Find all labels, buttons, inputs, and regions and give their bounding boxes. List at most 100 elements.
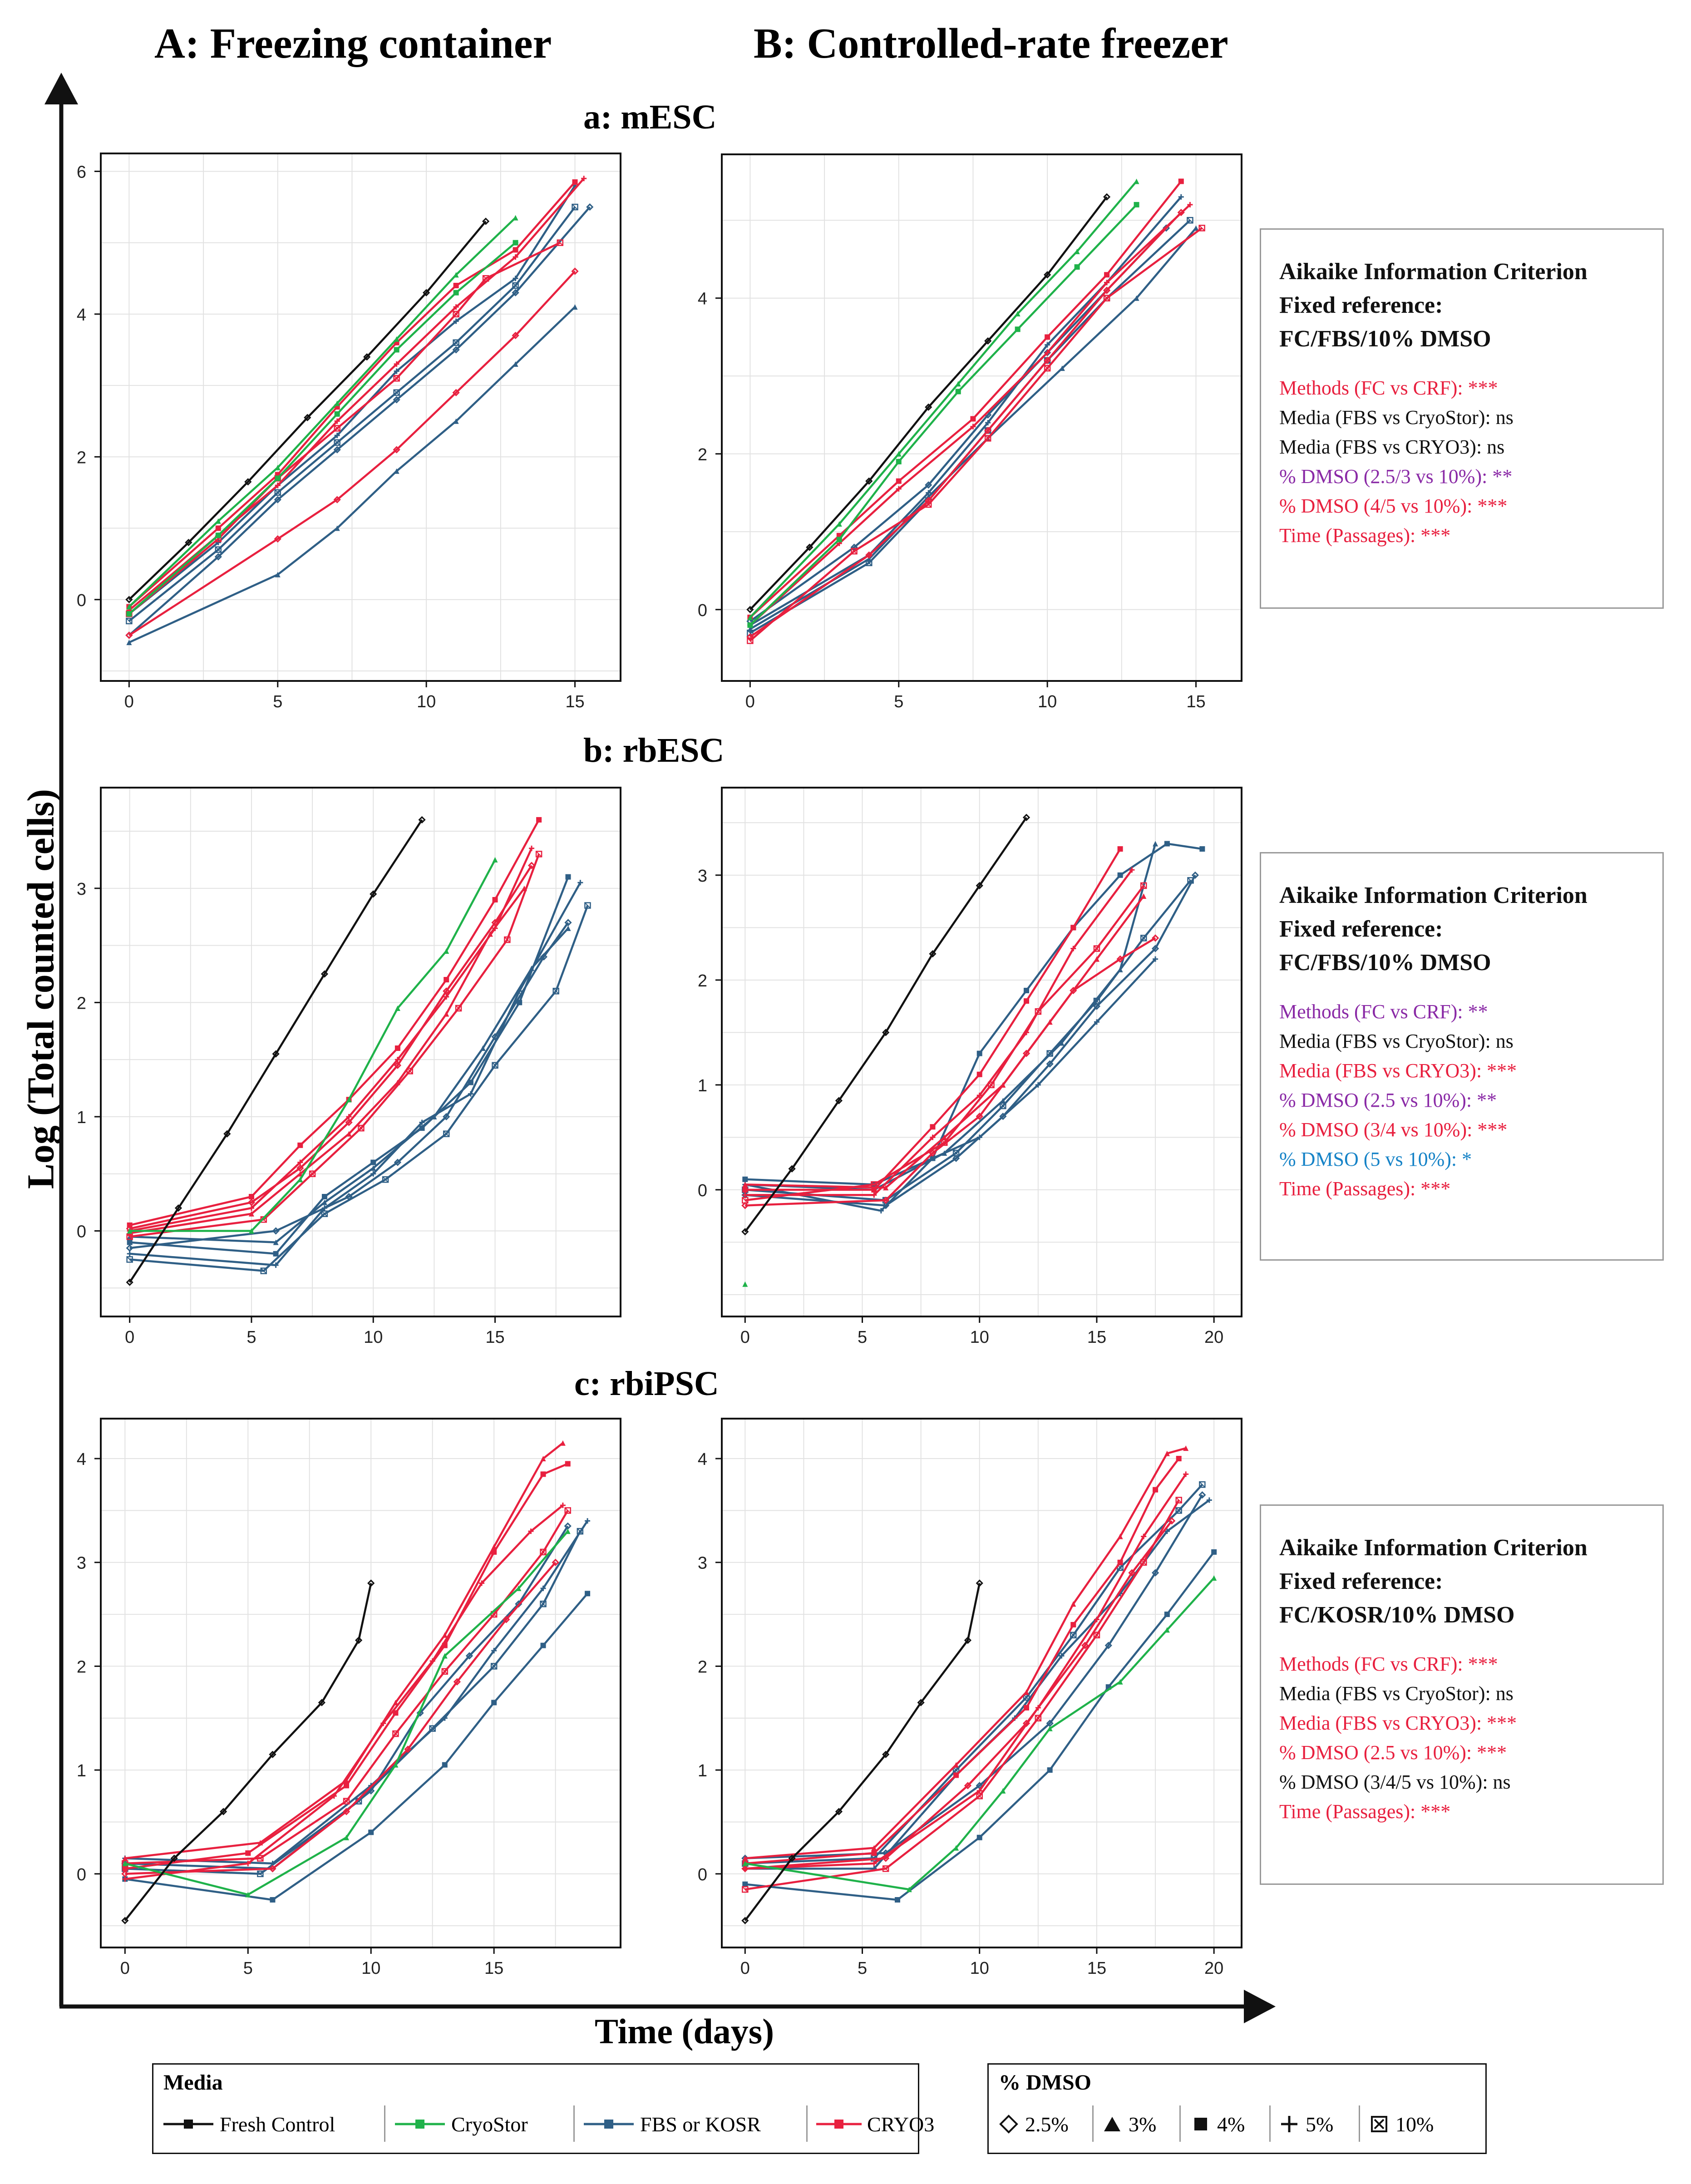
data-point [788, 1854, 796, 1862]
data-point [297, 1171, 303, 1177]
data-point-stroke [1094, 998, 1100, 1004]
legend-line-fresh-icon [163, 2120, 213, 2129]
series-line [129, 865, 532, 1230]
data-point [565, 874, 571, 880]
series-fresh [121, 1579, 375, 1924]
data-point [1074, 248, 1080, 254]
data-point [741, 1917, 749, 1924]
data-point [747, 637, 754, 644]
data-point [953, 1762, 959, 1768]
data-point-stroke [453, 340, 459, 346]
aic-heading-line: FC/KOSR/10% DMSO [1279, 1602, 1515, 1628]
data-point [368, 1829, 374, 1835]
aic-result-line: Time (Passages): *** [1279, 524, 1451, 547]
data-point [1117, 872, 1123, 878]
panel-title-c: c: rbiPSC [574, 1365, 719, 1403]
series-cryo3 [126, 179, 578, 610]
data-point [248, 1194, 254, 1200]
data-point [1198, 1491, 1206, 1499]
data-point [741, 1228, 749, 1236]
data-point [1187, 217, 1193, 224]
data-point [557, 239, 564, 246]
column-title-a: A: Freezing container [154, 20, 552, 67]
data-point [1151, 934, 1159, 942]
series-line [749, 212, 1182, 638]
data-point [536, 817, 542, 823]
data-point [925, 403, 932, 411]
data-point [423, 289, 430, 296]
data-point [999, 1113, 1007, 1120]
data-point [333, 496, 341, 503]
data-point [878, 1208, 884, 1214]
data-point [1044, 271, 1051, 279]
x-tick-label: 0 [125, 1328, 134, 1347]
data-point-stroke [552, 988, 559, 994]
data-point [453, 272, 459, 278]
data-point [976, 1113, 983, 1120]
legend-item-dmso-2-5: 2.5% [999, 2110, 1069, 2138]
data-point-stroke [1198, 225, 1205, 232]
aic-heading-line: Fixed reference: [1279, 292, 1443, 318]
data-point [572, 179, 578, 185]
data-point [1117, 966, 1123, 972]
data-point [382, 1176, 389, 1183]
data-point [882, 1196, 890, 1204]
data-point-stroke [321, 1211, 328, 1217]
series-fbs [742, 1549, 1217, 1903]
data-point [487, 931, 493, 937]
data-point [492, 1062, 498, 1069]
x-tick-label: 0 [740, 1959, 750, 1978]
aic-result-line: Time (Passages): *** [1279, 1178, 1451, 1200]
data-point [504, 936, 511, 943]
data-point [393, 1710, 399, 1716]
data-point [513, 247, 518, 253]
y-axis-arrowhead [44, 73, 78, 104]
series-line [128, 242, 561, 615]
data-point-stroke [453, 311, 459, 317]
data-point [1164, 1627, 1170, 1633]
data-point [245, 1850, 251, 1856]
data-point-stroke [483, 275, 489, 281]
data-point [1022, 813, 1030, 821]
data-point [418, 816, 426, 824]
data-point [521, 885, 527, 891]
aic-result-line: Media (FBS vs CryoStor): ns [1279, 1030, 1514, 1052]
data-point [394, 1080, 400, 1085]
data-point [529, 965, 535, 971]
data-point [1153, 841, 1159, 847]
x-tick-label: 0 [740, 1328, 750, 1347]
data-point [1151, 945, 1159, 952]
data-point-stroke [882, 1865, 889, 1872]
data-point [976, 1071, 982, 1077]
data-point [871, 1192, 877, 1198]
data-point-stroke [215, 546, 222, 553]
data-point [491, 1033, 499, 1040]
series-fbs [127, 925, 571, 1245]
data-point-stroke [572, 203, 578, 211]
x-axis-label: Time (days) [595, 2011, 774, 2051]
data-point [865, 551, 873, 559]
data-point [883, 1185, 889, 1191]
series-cryo3 [127, 885, 527, 1236]
data-point [741, 1865, 749, 1873]
data-point [394, 1045, 400, 1051]
data-point [1045, 350, 1050, 355]
data-point [1151, 1569, 1159, 1577]
data-point [443, 1113, 450, 1121]
data-point-stroke [1140, 882, 1147, 889]
data-point [370, 1171, 376, 1177]
data-point [552, 1558, 559, 1566]
aic-result-line: % DMSO (5 vs 10%): * [1279, 1148, 1472, 1170]
data-point [1141, 1533, 1147, 1539]
panel-title-b: b: rbESC [583, 731, 725, 769]
data-point [269, 1865, 276, 1873]
data-point-stroke [257, 1870, 264, 1878]
data-point [836, 537, 842, 542]
x-tick-label: 15 [565, 692, 584, 711]
data-point [528, 862, 536, 869]
data-point [882, 1029, 890, 1036]
series-cryostor [742, 1575, 1217, 1893]
data-point-stroke [851, 548, 858, 554]
data-point [1164, 1612, 1170, 1617]
data-point [215, 540, 221, 545]
